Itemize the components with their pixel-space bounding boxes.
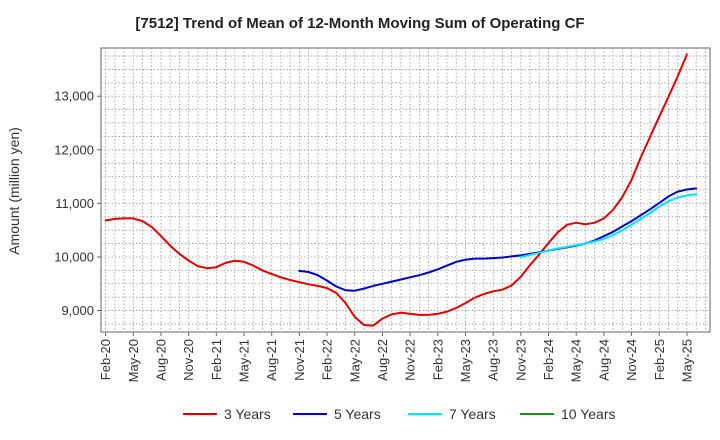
grid [101, 48, 710, 332]
x-tick-label: May-23 [458, 339, 473, 382]
y-tick-label: 12,000 [54, 142, 94, 157]
x-tick-label: May-21 [237, 339, 252, 382]
x-tick-label: Nov-24 [624, 339, 639, 381]
x-tick-label: Aug-22 [375, 339, 390, 381]
x-tick-label: May-25 [679, 339, 694, 382]
series-line-3-years [104, 53, 688, 327]
x-tick-label: Feb-21 [209, 339, 224, 380]
x-tick-label: May-20 [126, 339, 141, 382]
x-tick-label: Feb-23 [430, 339, 445, 380]
x-tick-label: Feb-25 [652, 339, 667, 380]
y-axis: 9,000 10,000 11,000 12,000 13,000 [54, 89, 101, 318]
x-tick-label: Aug-24 [596, 339, 611, 381]
legend-entry: 3 Years [224, 406, 271, 422]
x-tick-label: Nov-21 [292, 339, 307, 381]
legend: 3 Years 5 Years 7 Years 10 Years [183, 406, 616, 422]
chart-title: [7512] Trend of Mean of 12-Month Moving … [135, 15, 584, 32]
y-tick-label: 9,000 [61, 303, 94, 318]
x-tick-label: Aug-21 [264, 339, 279, 381]
series-layer [104, 53, 698, 327]
series-line-5-years [298, 187, 698, 292]
x-tick-label: Feb-20 [98, 339, 113, 380]
x-tick-label: Aug-23 [486, 339, 501, 381]
y-tick-label: 13,000 [54, 89, 94, 104]
x-tick-label: Feb-22 [320, 339, 335, 380]
y-tick-label: 10,000 [54, 249, 94, 264]
series-line-7-years [519, 193, 698, 258]
x-tick-label: May-22 [347, 339, 362, 382]
legend-entry: 10 Years [561, 406, 616, 422]
y-axis-label: Amount (million yen) [6, 127, 22, 255]
x-axis: Feb-20 May-20 Aug-20 Nov-20 Feb-21 May-21 Aug-… [98, 332, 694, 382]
x-tick-label: Nov-20 [181, 339, 196, 381]
legend-entry: 5 Years [334, 406, 381, 422]
x-tick-label: Feb-24 [541, 339, 556, 380]
x-tick-label: Nov-23 [513, 339, 528, 381]
x-tick-label: Nov-22 [403, 339, 418, 381]
y-tick-label: 11,000 [55, 196, 94, 211]
legend-entry: 7 Years [449, 406, 496, 422]
x-tick-label: May-24 [569, 339, 584, 382]
x-tick-label: Aug-20 [153, 339, 168, 381]
